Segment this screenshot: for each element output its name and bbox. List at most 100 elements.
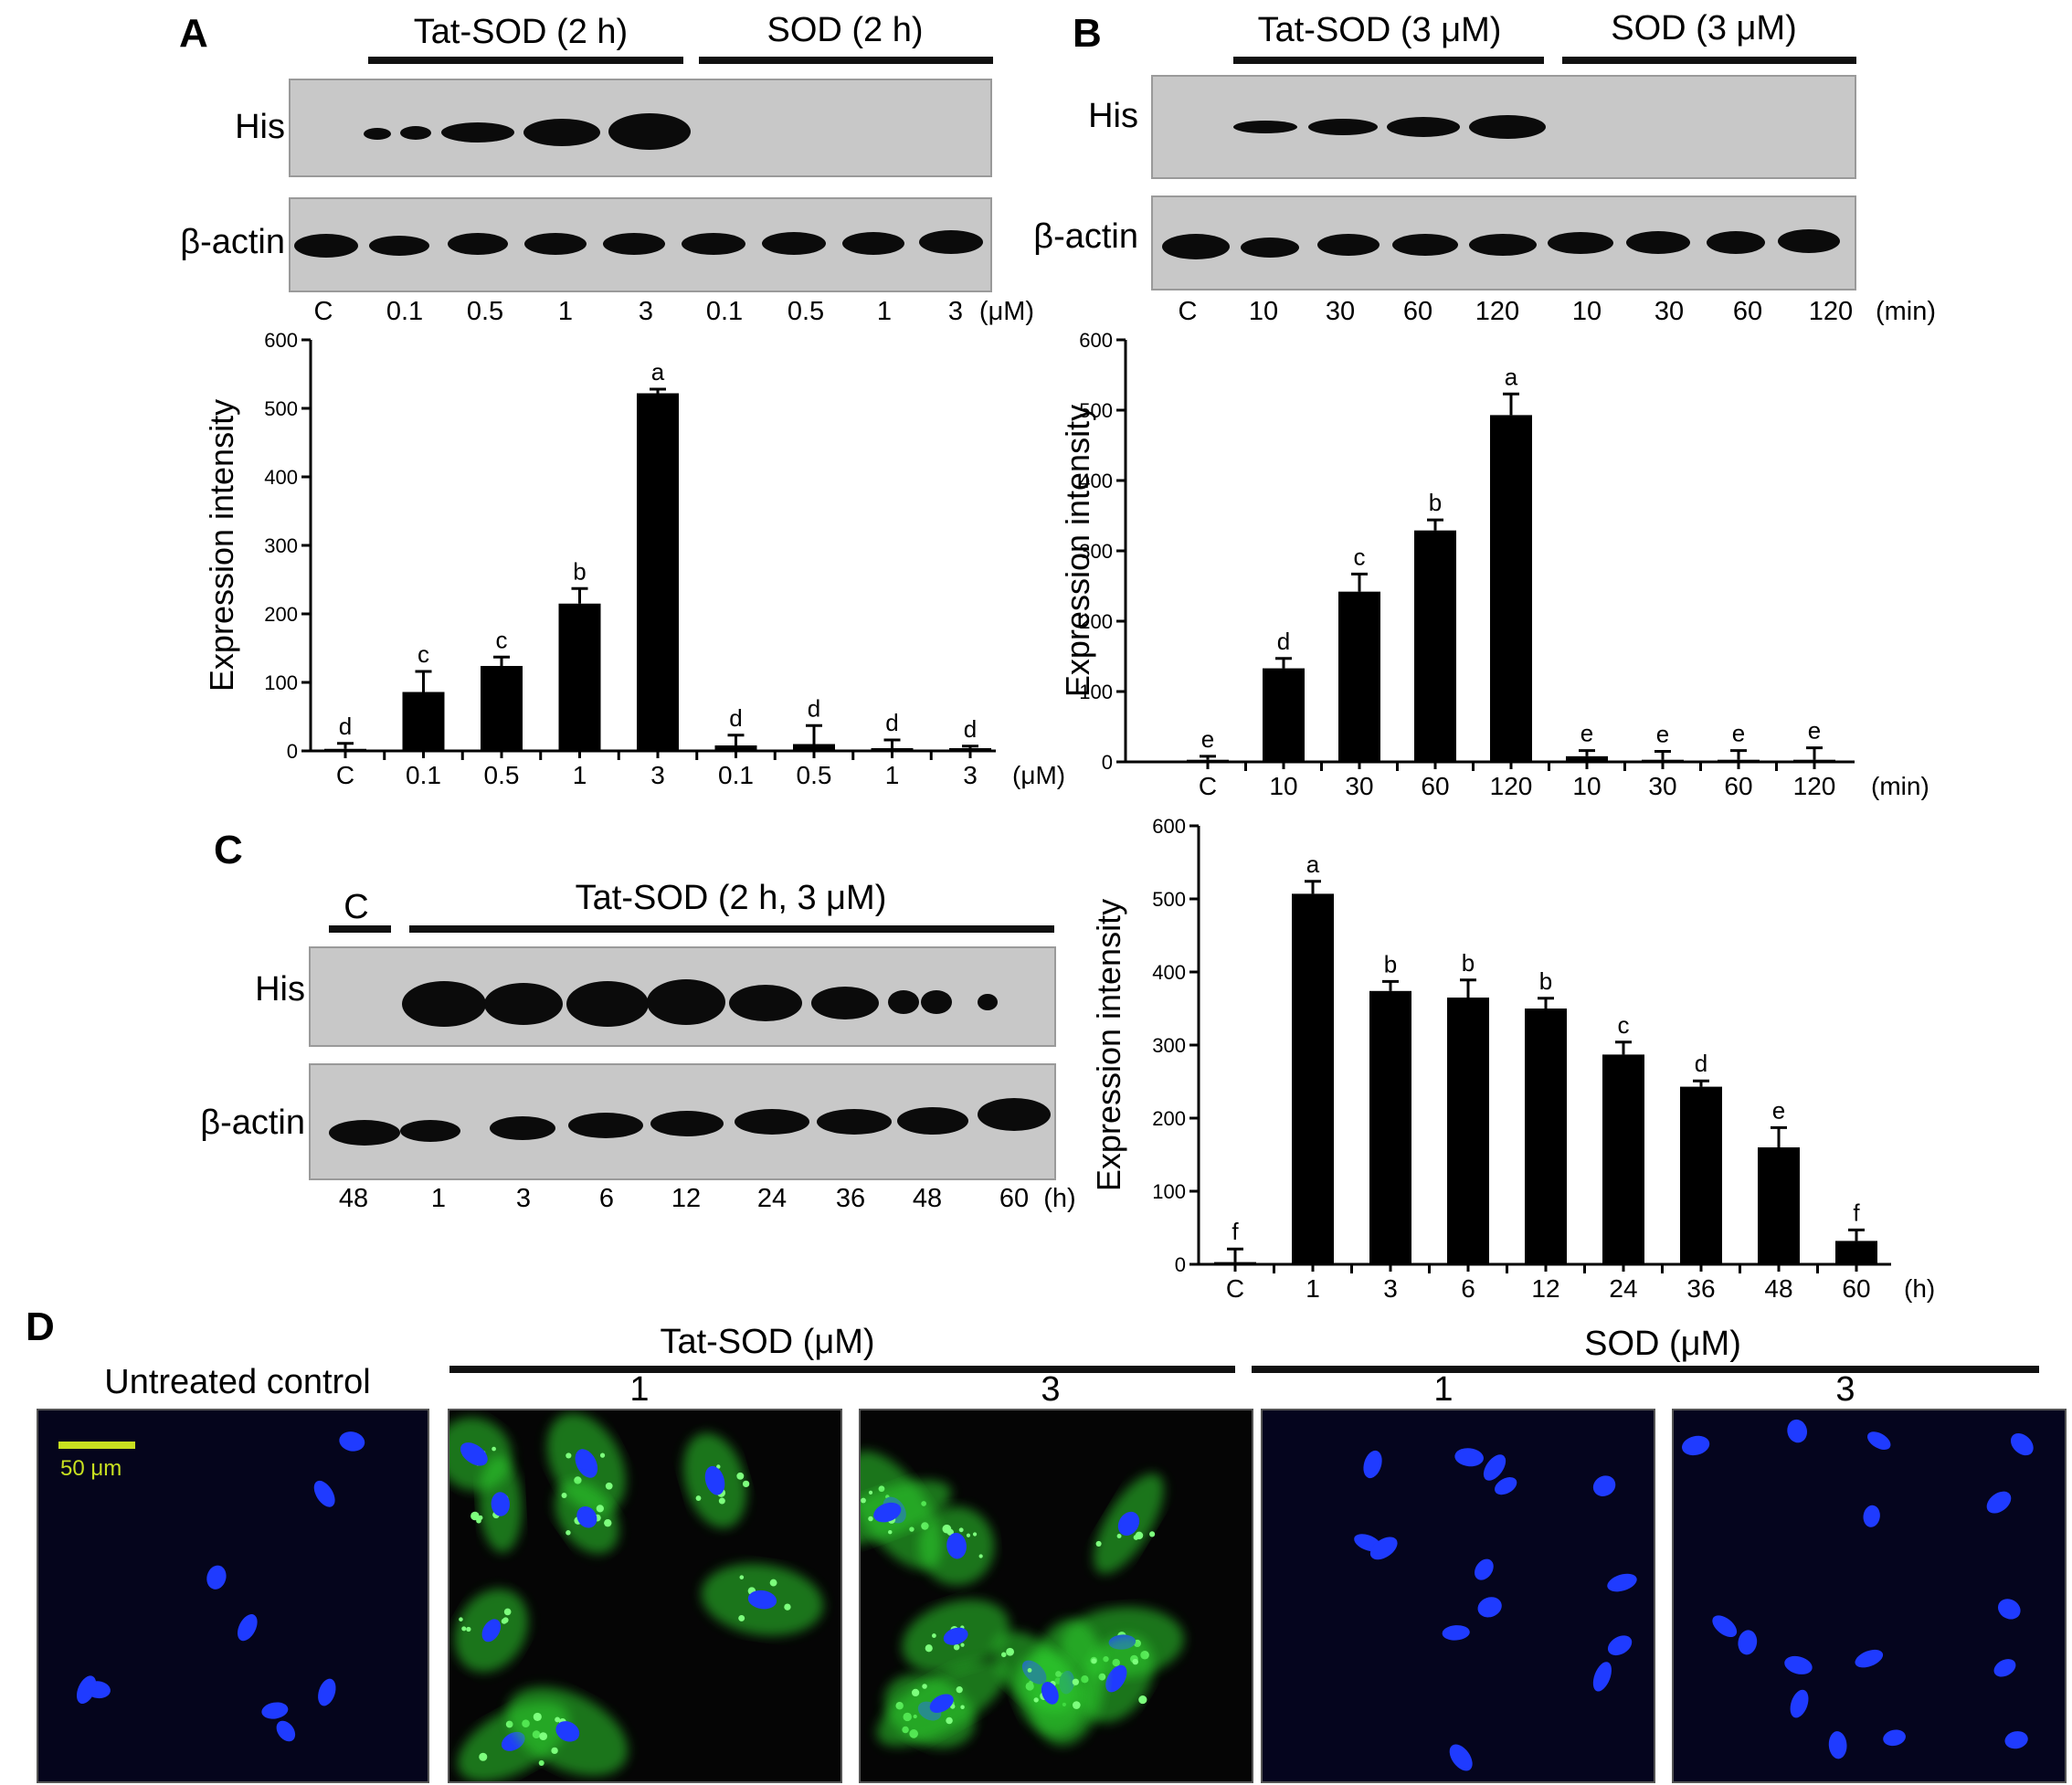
group-label-tat-sod: Tat-SOD (3 μM): [1257, 11, 1502, 49]
significance-label: d: [885, 709, 898, 736]
micrograph-sod-1: [1261, 1409, 1655, 1783]
nucleus: [1369, 1537, 1398, 1560]
y-tick-label: 0: [1175, 1253, 1186, 1276]
green-puncta: [1149, 1531, 1156, 1537]
nucleus: [1997, 1599, 2021, 1620]
blot-band: [978, 994, 998, 1010]
y-tick-label: 100: [1152, 1180, 1186, 1203]
nucleus: [1449, 1744, 1473, 1771]
nucleus: [1477, 1597, 1502, 1618]
green-puncta: [695, 1495, 702, 1501]
blot-band: [1778, 229, 1840, 253]
bar: [1414, 530, 1456, 762]
nucleus: [1790, 1689, 1809, 1718]
nucleus: [1363, 1450, 1382, 1479]
bar: [714, 745, 757, 751]
y-tick-label: 300: [264, 534, 298, 557]
scale-bar-label: 50 μm: [60, 1456, 122, 1481]
nucleus: [1883, 1729, 1906, 1747]
bar: [871, 748, 914, 751]
blot-band: [1387, 117, 1460, 137]
green-puncta: [1091, 1658, 1097, 1664]
blot-band: [400, 1120, 460, 1142]
bar: [949, 748, 991, 751]
significance-label: a: [1505, 363, 1518, 390]
x-tick-label: 0.5: [797, 761, 832, 789]
blot-band: [523, 119, 600, 146]
nucleus: [276, 1720, 296, 1742]
nucleus: [1117, 1511, 1140, 1537]
significance-label: f: [1232, 1218, 1239, 1245]
panel-letter-a: A: [179, 11, 208, 56]
x-tick-label: 120: [1490, 772, 1533, 800]
bar: [402, 692, 445, 751]
green-puncta: [476, 1517, 481, 1524]
x-tick-label: 0.1: [718, 761, 754, 789]
nucleus: [555, 1721, 580, 1742]
y-tick-label: 300: [1079, 540, 1113, 563]
blot-band: [647, 979, 725, 1025]
significance-label: d: [339, 713, 352, 740]
bar: [1835, 1241, 1877, 1264]
bar: [1263, 668, 1305, 762]
green-puncta: [925, 1644, 933, 1653]
nucleus: [1454, 1448, 1484, 1467]
green-puncta: [718, 1497, 725, 1505]
lane-label: 48: [338, 1184, 369, 1213]
lane-label: 3: [515, 1184, 532, 1213]
panel-letter-b: B: [1073, 11, 1102, 56]
x-tick-label: 60: [1421, 772, 1449, 800]
group-label-sod: SOD (μM): [1584, 1325, 1741, 1363]
lane-label: 36: [835, 1184, 866, 1213]
green-puncta: [946, 1716, 953, 1725]
nucleus: [873, 1502, 902, 1523]
blot-band: [919, 230, 983, 254]
x-tick-label: 10: [1572, 772, 1601, 800]
blot-band: [364, 128, 391, 140]
lane-label: 1: [430, 1184, 447, 1213]
green-puncta: [538, 1759, 544, 1766]
nucleus: [460, 1442, 488, 1466]
bar: [1214, 1262, 1256, 1264]
y-tick-label: 400: [1079, 470, 1113, 492]
nucleus: [576, 1506, 597, 1528]
blot-band: [400, 126, 431, 140]
blot-band: [729, 985, 802, 1021]
blot-band: [1162, 234, 1230, 259]
nucleus: [1592, 1475, 1616, 1496]
nucleus: [1607, 1573, 1637, 1592]
nucleus: [1607, 1635, 1633, 1656]
green-puncta: [566, 1530, 571, 1536]
x-axis-unit: (min): [1871, 772, 1929, 800]
blot-label-beta-actin: β-actin: [200, 1104, 305, 1142]
lane-label: 3: [947, 297, 964, 326]
green-puncta: [502, 1617, 509, 1623]
nucleus: [2004, 1731, 2028, 1749]
green-puncta: [716, 1464, 721, 1469]
green-puncta: [960, 1705, 965, 1709]
micrograph-sod-3: [1672, 1409, 2067, 1783]
group-label-tat-sod: Tat-SOD (2 h, 3 μM): [575, 879, 887, 917]
y-tick-label: 500: [1079, 399, 1113, 422]
blot-label-beta-actin: β-actin: [180, 223, 285, 261]
x-tick-label: 3: [1383, 1274, 1398, 1303]
bar: [1718, 759, 1760, 762]
blot-band: [1233, 121, 1297, 133]
group-label-tat-sod: Tat-SOD (2 h): [413, 13, 629, 51]
bar: [1602, 1054, 1644, 1264]
significance-label: c: [496, 626, 508, 653]
x-tick-label: 120: [1793, 772, 1836, 800]
significance-label: e: [1772, 1096, 1785, 1124]
green-puncta: [738, 1614, 745, 1621]
bar: [1642, 759, 1684, 762]
green-puncta: [1116, 1534, 1122, 1538]
lane-label: 30: [1654, 297, 1685, 326]
y-tick-label: 500: [264, 397, 298, 420]
blot-band: [817, 1109, 892, 1135]
nucleus: [1993, 1659, 2016, 1677]
nucleus: [339, 1431, 365, 1452]
y-tick-label: 100: [264, 671, 298, 694]
x-tick-label: 48: [1764, 1274, 1792, 1303]
x-tick-label: 36: [1686, 1274, 1715, 1303]
green-puncta: [466, 1626, 471, 1632]
